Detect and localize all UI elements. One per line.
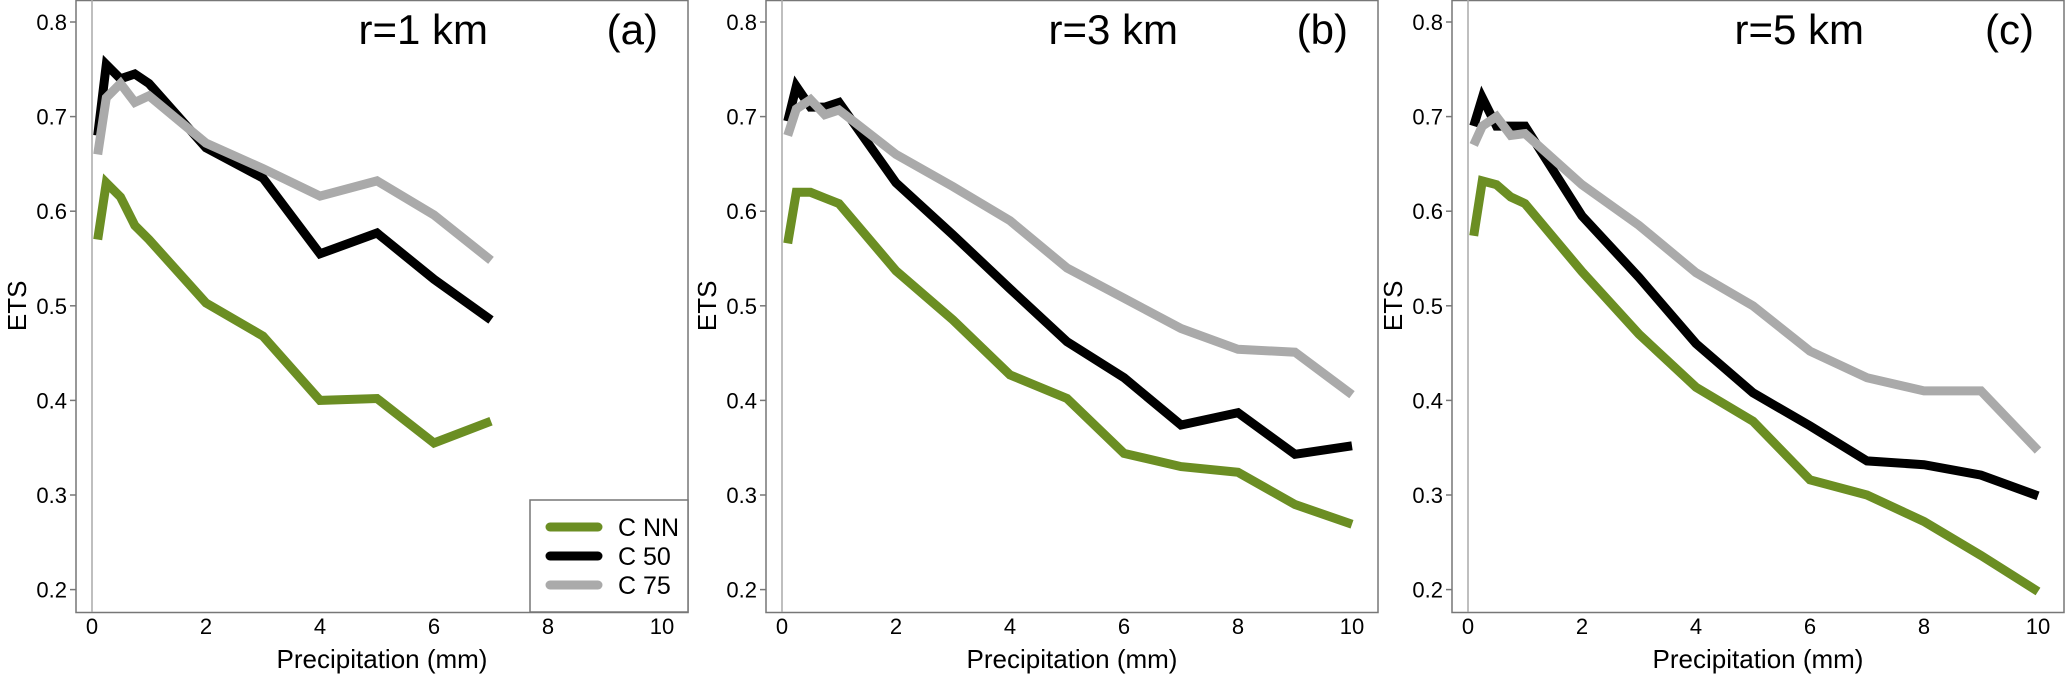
x-tick-label: 8 <box>1918 614 1930 639</box>
y-tick-label: 0.2 <box>36 578 67 603</box>
x-axis-label: Precipitation (mm) <box>277 644 488 674</box>
panel-label: (b) <box>1297 6 1348 53</box>
x-tick-label: 8 <box>1232 614 1244 639</box>
x-tick-label: 10 <box>1340 614 1364 639</box>
x-tick-label: 10 <box>650 614 674 639</box>
y-tick-label: 0.3 <box>1412 483 1443 508</box>
y-tick-label: 0.4 <box>1412 388 1443 413</box>
y-tick-label: 0.8 <box>36 10 67 35</box>
series-line-c-75 <box>1469 110 2042 454</box>
x-tick-label: 2 <box>200 614 212 639</box>
panel-title: r=5 km <box>1734 6 1864 53</box>
x-tick-label: 4 <box>314 614 326 639</box>
series-line-c-nn <box>93 173 493 449</box>
legend-entry: C 75 <box>618 572 671 600</box>
x-tick-label: 0 <box>86 614 98 639</box>
x-tick-label: 6 <box>1804 614 1816 639</box>
y-tick-label: 0.3 <box>726 483 757 508</box>
y-tick-label: 0.5 <box>1412 294 1443 319</box>
series-line-c-75 <box>93 76 494 264</box>
panel-c: 0.2 0.3 0.4 0.5 0.6 0.7 0.8 0 2 4 6 8 10 Precipitatio… <box>1378 0 2065 674</box>
x-tick-label: 0 <box>776 614 788 639</box>
x-tick-label: 10 <box>2026 614 2050 639</box>
series-line-c-50 <box>1469 85 2040 501</box>
y-tick-label: 0.5 <box>726 294 757 319</box>
series-line-c-75 <box>783 93 1355 399</box>
y-axis-label: ETS <box>1378 281 1408 332</box>
legend: C NNC 50C 75 <box>529 499 689 613</box>
y-axis-label: ETS <box>692 281 722 332</box>
x-axis-label: Precipitation (mm) <box>1653 644 1864 674</box>
x-tick-label: 8 <box>542 614 554 639</box>
y-tick-label: 0.6 <box>36 199 67 224</box>
legend-entry: C 50 <box>618 543 671 571</box>
series-line-c-nn <box>783 187 1354 529</box>
y-tick-label: 0.7 <box>726 105 757 130</box>
y-tick-label: 0.3 <box>36 483 67 508</box>
x-tick-label: 4 <box>1690 614 1702 639</box>
series-line-c-nn <box>1469 175 2041 596</box>
y-tick-label: 0.7 <box>36 105 67 130</box>
legend-entry: C NN <box>618 514 679 542</box>
panel-a: 0.2 0.3 0.4 0.5 0.6 0.7 0.8 0 2 4 6 8 10 Precipitatio… <box>2 0 689 674</box>
panel-title: r=3 km <box>1048 6 1178 53</box>
panel-title: r=1 km <box>358 6 488 53</box>
y-tick-label: 0.6 <box>1412 199 1443 224</box>
x-tick-label: 6 <box>1118 614 1130 639</box>
y-axis-label: ETS <box>2 281 32 332</box>
y-tick-label: 0.6 <box>726 199 757 224</box>
x-tick-label: 4 <box>1004 614 1016 639</box>
y-tick-label: 0.4 <box>726 388 757 413</box>
x-tick-label: 0 <box>1462 614 1474 639</box>
y-tick-label: 0.8 <box>726 10 757 35</box>
x-axis-label: Precipitation (mm) <box>967 644 1178 674</box>
panel-label: (c) <box>1985 6 2034 53</box>
panel-label: (a) <box>607 6 658 53</box>
plot-frame <box>765 0 1379 614</box>
y-tick-label: 0.2 <box>726 578 757 603</box>
x-tick-label: 2 <box>890 614 902 639</box>
y-tick-label: 0.7 <box>1412 105 1443 130</box>
x-tick-label: 2 <box>1576 614 1588 639</box>
panel-b: 0.2 0.3 0.4 0.5 0.6 0.7 0.8 0 2 4 6 8 10 Precipitatio… <box>692 0 1379 674</box>
y-tick-label: 0.2 <box>1412 578 1443 603</box>
y-tick-label: 0.8 <box>1412 10 1443 35</box>
x-tick-label: 6 <box>428 614 440 639</box>
y-tick-label: 0.4 <box>36 388 67 413</box>
y-tick-label: 0.5 <box>36 294 67 319</box>
